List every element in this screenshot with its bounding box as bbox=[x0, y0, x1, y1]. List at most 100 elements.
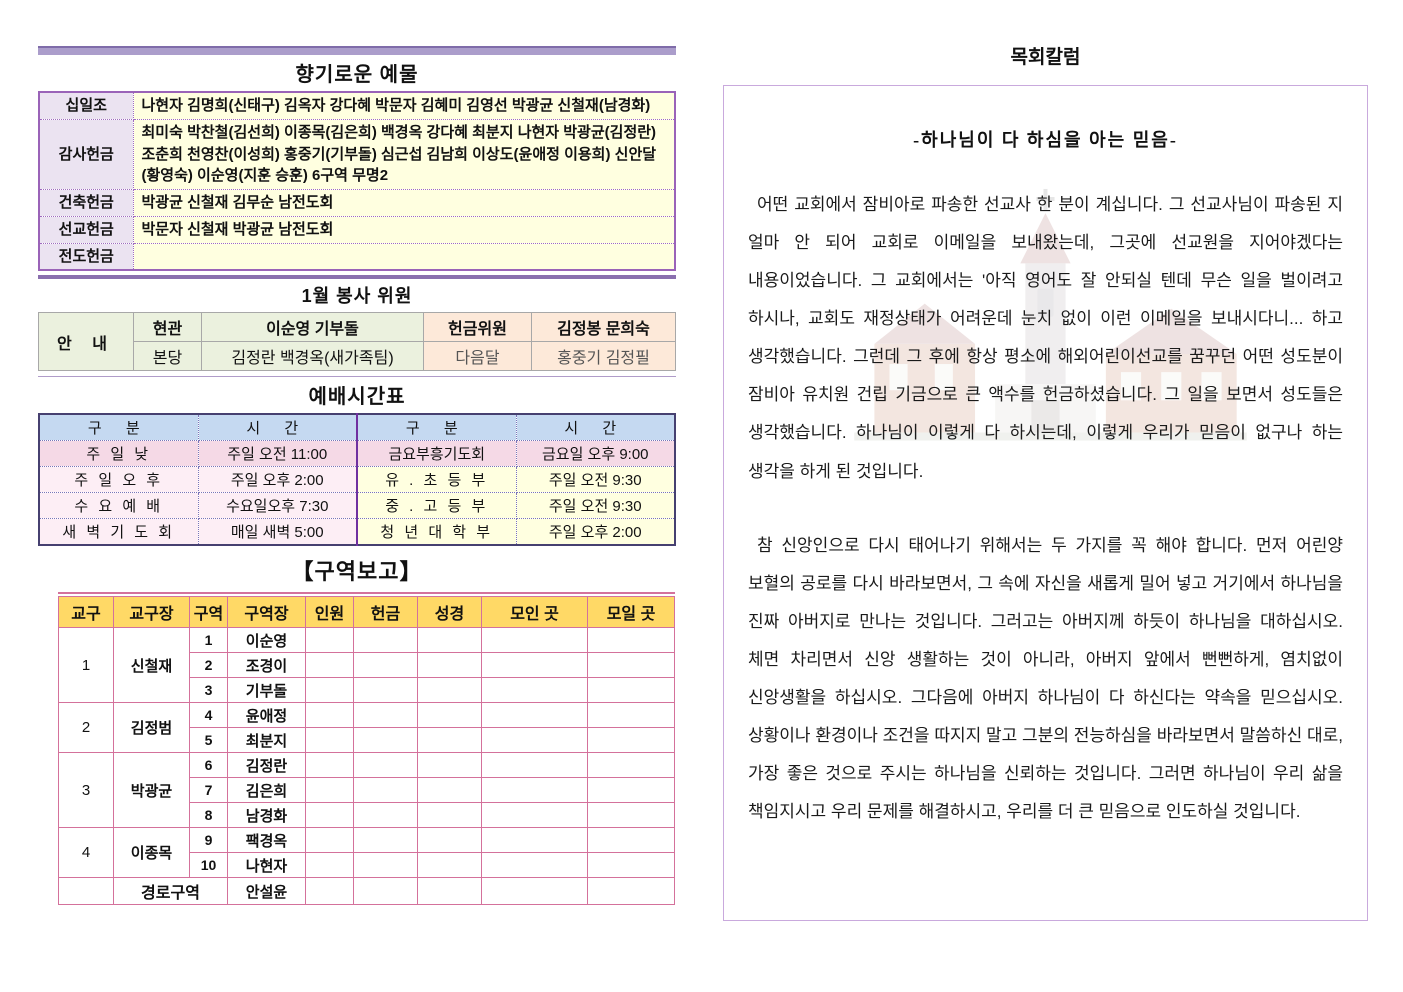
offering-row-value: 최미숙 박찬철(김선희) 이종목(김은희) 백경옥 강다혜 최분지 나현자 박광… bbox=[132, 118, 676, 191]
offering-row-value: 박광균 신철재 김무순 남전도회 bbox=[132, 189, 676, 217]
volunteer-place: 본당 bbox=[133, 341, 202, 372]
empty-cell bbox=[305, 727, 354, 754]
empty-cell bbox=[417, 627, 482, 654]
empty-cell bbox=[305, 827, 354, 854]
district-header: 인원 bbox=[305, 596, 354, 629]
district-header: 교구장 bbox=[113, 596, 190, 629]
empty-cell bbox=[353, 702, 418, 729]
cell-no: 3 bbox=[189, 677, 228, 704]
worship-cell: 금요부흥기도회 bbox=[356, 440, 517, 468]
senior-district-leader: 안설윤 bbox=[227, 877, 306, 906]
empty-cell bbox=[305, 627, 354, 654]
column-paragraph: 어떤 교회에서 잠비아로 파송한 선교사 한 분이 계십니다. 그 선교사님이 … bbox=[748, 195, 1343, 481]
empty-cell bbox=[353, 652, 418, 679]
volunteer-left-header: 안 내 bbox=[38, 312, 134, 372]
worship-cell: 주 일 낮 bbox=[38, 440, 199, 468]
worship-cell: 수 요 예 배 bbox=[38, 492, 199, 520]
worship-header: 시 간 bbox=[197, 413, 358, 442]
column-heading: -하나님이 다 하심을 아는 믿음- bbox=[913, 130, 1178, 150]
worship-cell: 주 일 오 후 bbox=[38, 466, 199, 494]
cell-leader: 조경이 bbox=[227, 652, 306, 679]
worship-header: 시 간 bbox=[515, 413, 676, 442]
worship-cell: 주일 오전 9:30 bbox=[515, 466, 676, 494]
district-header: 성경 bbox=[417, 596, 482, 629]
district-leader: 신철재 bbox=[113, 627, 190, 704]
empty-cell bbox=[587, 652, 675, 679]
empty-cell bbox=[353, 677, 418, 704]
empty-cell bbox=[587, 777, 675, 804]
empty-cell bbox=[481, 727, 588, 754]
empty-cell bbox=[417, 827, 482, 854]
empty-cell bbox=[353, 877, 418, 906]
pastoral-column-box: -하나님이 다 하심을 아는 믿음- 어떤 교회에서 잠비아로 파송한 선교사 … bbox=[723, 85, 1368, 921]
empty-cell bbox=[417, 777, 482, 804]
table-row: 2 김정범 4 윤애정 bbox=[58, 702, 675, 754]
cell-leader: 나현자 bbox=[227, 852, 306, 879]
empty-cell bbox=[587, 627, 675, 654]
empty-cell bbox=[587, 727, 675, 754]
worship-cell: 중 . 고 등 부 bbox=[356, 492, 517, 520]
empty-cell bbox=[305, 677, 354, 704]
volunteer-names: 이순영 기부돌 bbox=[201, 312, 424, 343]
table-row: 새 벽 기 도 회 매일 새벽 5:00 청 년 대 학 부 주일 오후 2:0… bbox=[38, 518, 676, 546]
offering-row-label: 선교헌금 bbox=[38, 215, 134, 244]
district-no: 3 bbox=[58, 752, 114, 829]
cell-leader: 최분지 bbox=[227, 727, 306, 754]
table-row: 수 요 예 배 수요일오후 7:30 중 . 고 등 부 주일 오전 9:30 bbox=[38, 492, 676, 520]
table-row: 주 일 낮 주일 오전 11:00 금요부흥기도회 금요일 오후 9:00 bbox=[38, 440, 676, 468]
empty-cell bbox=[353, 777, 418, 804]
cell-leader: 김은희 bbox=[227, 777, 306, 804]
volunteer-right-label: 헌금위원 bbox=[423, 312, 532, 343]
empty-cell bbox=[417, 677, 482, 704]
worship-cell: 금요일 오후 9:00 bbox=[515, 440, 676, 468]
empty-cell bbox=[587, 802, 675, 829]
worship-section-title: 예배시간표 bbox=[308, 386, 406, 409]
volunteer-table: 안 내 현관 이순영 기부돌 헌금위원 김정봉 문희숙 본당 김정란 백경옥(새… bbox=[38, 312, 676, 372]
empty-cell bbox=[587, 852, 675, 879]
cell-no: 10 bbox=[189, 852, 228, 879]
cell-no: 9 bbox=[189, 827, 228, 854]
cell-no: 6 bbox=[189, 752, 228, 779]
offering-row-label: 십일조 bbox=[38, 91, 134, 120]
empty-cell bbox=[417, 702, 482, 729]
empty-cell bbox=[353, 852, 418, 879]
worship-cell: 수요일오후 7:30 bbox=[197, 492, 358, 520]
table-row: 1 신철재 1 이순영 bbox=[58, 627, 675, 704]
table-row: 전도헌금 bbox=[38, 242, 676, 271]
table-row: 건축헌금 박광균 신철재 김무순 남전도회 bbox=[38, 189, 676, 217]
district-leader: 김정범 bbox=[113, 702, 190, 754]
worship-cell: 청 년 대 학 부 bbox=[356, 518, 517, 546]
top-accent-bar bbox=[38, 46, 676, 55]
empty-cell bbox=[305, 777, 354, 804]
empty-cell bbox=[481, 777, 588, 804]
table-row: 경로구역 안설윤 bbox=[58, 877, 675, 906]
table-row: 본당 김정란 백경옥(새가족팀) 다음달 홍중기 김정필 bbox=[39, 341, 676, 372]
offering-section-title: 향기로운 예물 bbox=[295, 64, 419, 86]
empty-cell bbox=[417, 752, 482, 779]
cell-leader: 기부돌 bbox=[227, 677, 306, 704]
table-header-row: 구 분 시 간 구 분 시 간 bbox=[38, 413, 676, 442]
district-header: 모인 곳 bbox=[481, 596, 588, 629]
empty-cell bbox=[481, 677, 588, 704]
column-paragraph: 참 신앙인으로 다시 태어나기 위해서는 두 가지를 꼭 해야 합니다. 먼저 … bbox=[748, 535, 1343, 822]
worship-cell: 주일 오후 2:00 bbox=[515, 518, 676, 546]
empty-cell bbox=[417, 727, 482, 754]
empty-cell bbox=[587, 827, 675, 854]
empty-cell bbox=[417, 802, 482, 829]
district-header: 교구 bbox=[58, 596, 114, 629]
worship-cell: 주일 오전 11:00 bbox=[197, 440, 358, 468]
district-table-wrap: 교구 교구장 구역 구역장 인원 헌금 성경 모인 곳 모일 곳 1 신철재 1… bbox=[58, 592, 675, 906]
empty-cell bbox=[305, 752, 354, 779]
empty-cell bbox=[305, 877, 354, 906]
pastoral-column: 목회칼럼 bbox=[723, 42, 1368, 921]
empty-cell bbox=[305, 702, 354, 729]
empty-cell bbox=[481, 827, 588, 854]
district-header: 구역장 bbox=[227, 596, 306, 629]
worship-cell: 주일 오전 9:30 bbox=[515, 492, 676, 520]
cell-no: 2 bbox=[189, 652, 228, 679]
cell-leader: 윤애정 bbox=[227, 702, 306, 729]
empty-cell bbox=[417, 652, 482, 679]
volunteer-section-title: 1월 봉사 위원 bbox=[301, 286, 413, 307]
table-header-row: 교구 교구장 구역 구역장 인원 헌금 성경 모인 곳 모일 곳 bbox=[58, 596, 675, 629]
empty-cell bbox=[417, 852, 482, 879]
